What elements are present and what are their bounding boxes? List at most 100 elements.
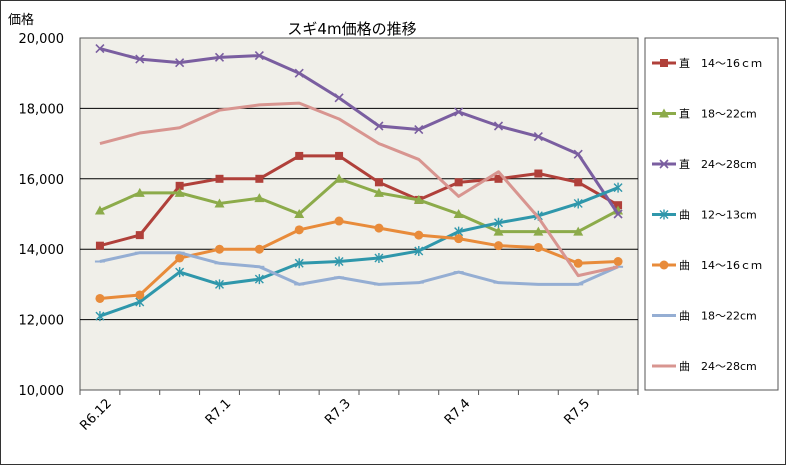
series (95, 151, 623, 250)
data-point (494, 174, 503, 183)
legend-label: 直 18～22cm (679, 107, 757, 121)
data-point (254, 193, 265, 203)
data-point (335, 151, 344, 160)
series (94, 173, 624, 236)
data-point (573, 258, 583, 268)
data-point (374, 223, 384, 233)
data-point (374, 121, 384, 131)
x-axis-ticks: R6.12 R7.1 R7.3 R7.4 R7.5 (77, 390, 639, 434)
series-line (99, 154, 619, 248)
data-point (294, 209, 305, 218)
legend-label: 直 14～16ｃｍ (679, 56, 762, 70)
data-point (573, 198, 583, 209)
data-point (135, 231, 144, 240)
x-tick-label: R6.12 (77, 396, 114, 433)
legend-item: 直 14～16ｃｍ (652, 56, 762, 70)
x-tick-label: R7.3 (322, 396, 354, 428)
data-point (294, 68, 304, 78)
data-point (414, 245, 424, 256)
legend-items: 直 14～16ｃｍ 直 18～22cm 直 24～28cm 曲 12～13cm 曲 14… (652, 56, 762, 373)
data-point (493, 226, 504, 236)
data-point (215, 244, 224, 254)
data-point (534, 169, 543, 178)
series (95, 43, 623, 219)
data-point (454, 107, 464, 117)
legend-label: 曲 12～13cm (679, 209, 757, 222)
data-point (254, 274, 264, 285)
data-point (494, 217, 503, 228)
legend-item: 直 24～28cm (652, 157, 757, 171)
data-point (94, 205, 105, 215)
data-point (95, 241, 104, 250)
legend-item: 曲 14～16ｃｍ (652, 259, 762, 272)
data-point (660, 59, 668, 67)
legend-item: 曲 18～22cm (652, 310, 757, 323)
y-tick-label: 10,000 (19, 384, 65, 399)
data-point (613, 257, 623, 267)
y-axis-ticks: 10,000 12,000 14,000 16,000 18,000 20,000 (19, 32, 65, 399)
x-tick-label: R7.1 (203, 396, 235, 428)
legend-label: 直 24～28cm (679, 157, 757, 171)
data-point (334, 216, 344, 226)
data-point (374, 178, 383, 187)
series-line (99, 101, 619, 278)
data-point (414, 124, 424, 135)
legend-label: 曲 14～16ｃｍ (679, 259, 762, 272)
data-point (254, 51, 264, 61)
legend-label: 曲 18～22cm (679, 310, 757, 323)
data-point (454, 234, 464, 244)
data-point (614, 201, 623, 210)
y-axis-label: 価格 (8, 12, 34, 28)
y-tick-label: 20,000 (19, 32, 65, 47)
data-point (175, 253, 185, 263)
legend-label: 曲 24～28cm (679, 360, 757, 373)
series-line (99, 251, 619, 286)
data-point (254, 244, 264, 254)
plot-area (79, 37, 639, 391)
series-line (99, 47, 620, 215)
data-point (613, 209, 623, 219)
data-point (574, 178, 583, 187)
data-point (294, 258, 304, 269)
data-point (295, 151, 304, 160)
data-point (613, 182, 623, 193)
data-point (573, 149, 583, 159)
data-point (175, 181, 184, 190)
data-point (659, 108, 669, 118)
series (99, 101, 619, 278)
data-point (95, 311, 105, 322)
data-point (174, 187, 185, 197)
series (94, 251, 624, 286)
legend-item: 直 18～22cm (652, 107, 757, 121)
series-group (94, 43, 624, 322)
x-tick-label: R7.4 (442, 396, 474, 428)
data-point (494, 241, 503, 251)
data-point (533, 131, 543, 142)
data-point (493, 121, 504, 131)
data-point (334, 256, 344, 267)
data-point (294, 225, 304, 235)
x-tick-label: R7.5 (561, 396, 593, 428)
data-point (454, 178, 463, 187)
data-point (334, 93, 344, 103)
y-tick-label: 18,000 (19, 102, 65, 117)
series-line (99, 219, 619, 300)
legend-item: 曲 24～28cm (652, 360, 757, 373)
data-point (453, 209, 464, 218)
data-point (95, 293, 105, 303)
data-point (374, 253, 384, 263)
data-point (135, 290, 145, 300)
data-point (659, 260, 669, 270)
data-point (135, 54, 145, 64)
data-point (214, 198, 225, 208)
y-tick-label: 14,000 (19, 243, 65, 258)
chart-title: スギ4m価格の推移 (287, 20, 416, 38)
data-point (95, 43, 105, 54)
data-point (373, 187, 384, 197)
data-point (215, 279, 224, 290)
data-point (215, 174, 224, 183)
data-point (573, 226, 584, 236)
series (95, 216, 623, 303)
data-point (134, 187, 145, 197)
data-point (255, 174, 264, 183)
